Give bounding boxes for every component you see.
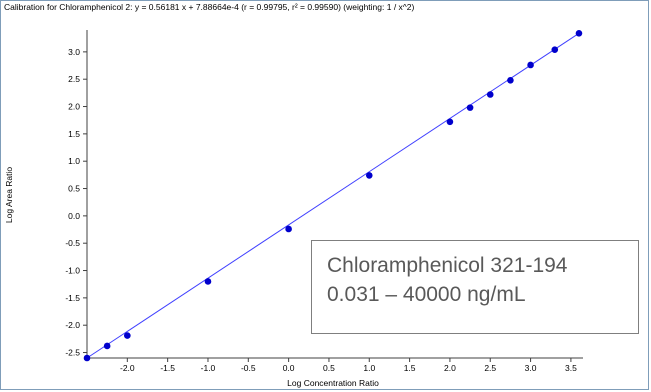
data-point bbox=[124, 332, 131, 339]
data-point bbox=[527, 61, 534, 69]
x-axis-label: Log Concentration Ratio bbox=[287, 378, 379, 388]
x-tick-label: 0.0 bbox=[283, 363, 295, 373]
data-point bbox=[575, 29, 583, 37]
y-tick-label: 2.0 bbox=[68, 102, 80, 112]
y-tick-label: 1.0 bbox=[68, 156, 80, 166]
x-tick-label: 3.5 bbox=[565, 363, 577, 373]
y-tick-label: -1.0 bbox=[65, 266, 80, 276]
x-tick-label: -0.5 bbox=[241, 363, 256, 373]
x-ticks: -2.0 -1.5 -1.0 -0.5 0.0 0.5 1.0 1.5 2.0 2.5 3.0 3.5 bbox=[120, 358, 577, 373]
x-tick-label: -1.0 bbox=[201, 363, 216, 373]
data-point bbox=[103, 342, 111, 350]
y-tick-label: -2.5 bbox=[65, 348, 80, 358]
y-ticks: -2.5 -2.0 -1.5 -1.0 -0.5 0.0 0.5 1.0 1.5 2.0 2.5 3.… bbox=[65, 47, 87, 358]
data-point bbox=[551, 46, 559, 53]
x-tick-label: -1.5 bbox=[160, 363, 175, 373]
data-point bbox=[446, 118, 454, 126]
data-point bbox=[486, 91, 494, 98]
fit-line-group bbox=[86, 32, 580, 359]
x-tick-label: 2.5 bbox=[484, 363, 496, 373]
data-point bbox=[365, 172, 373, 179]
data-point bbox=[83, 354, 91, 362]
y-tick-label: 3.0 bbox=[68, 47, 80, 57]
y-tick-label: -1.5 bbox=[65, 293, 80, 303]
fit-line bbox=[86, 32, 580, 359]
y-tick-label: -2.0 bbox=[65, 320, 80, 330]
x-tick-label: 1.0 bbox=[363, 363, 375, 373]
y-tick-label: 1.5 bbox=[68, 129, 80, 139]
data-point bbox=[285, 225, 292, 233]
annotation-compound: Chloramphenicol 321-194 bbox=[327, 254, 568, 277]
x-tick-label: 0.5 bbox=[323, 363, 335, 373]
chart-title: Calibration for Chloramphenicol 2: y = 0… bbox=[4, 2, 415, 12]
y-tick-label: 2.5 bbox=[68, 74, 80, 84]
annotation-range: 0.031 – 40000 ng/mL bbox=[327, 283, 526, 306]
y-axis-label: Log Area Ratio bbox=[4, 167, 14, 224]
y-tick-label: 0.0 bbox=[68, 211, 80, 221]
x-tick-label: 3.0 bbox=[525, 363, 537, 373]
y-tick-label: 0.5 bbox=[68, 184, 80, 194]
axes bbox=[86, 30, 583, 359]
x-tick-label: 2.0 bbox=[444, 363, 456, 373]
data-point bbox=[507, 76, 514, 84]
x-tick-label: 1.5 bbox=[404, 363, 416, 373]
data-point bbox=[466, 104, 474, 111]
y-tick-label: -0.5 bbox=[65, 238, 80, 248]
data-point bbox=[204, 278, 212, 285]
x-tick-label: -2.0 bbox=[120, 363, 135, 373]
annotation-box: Chloramphenicol 321-194 0.031 – 40000 ng… bbox=[311, 240, 639, 334]
data-points bbox=[83, 29, 583, 362]
